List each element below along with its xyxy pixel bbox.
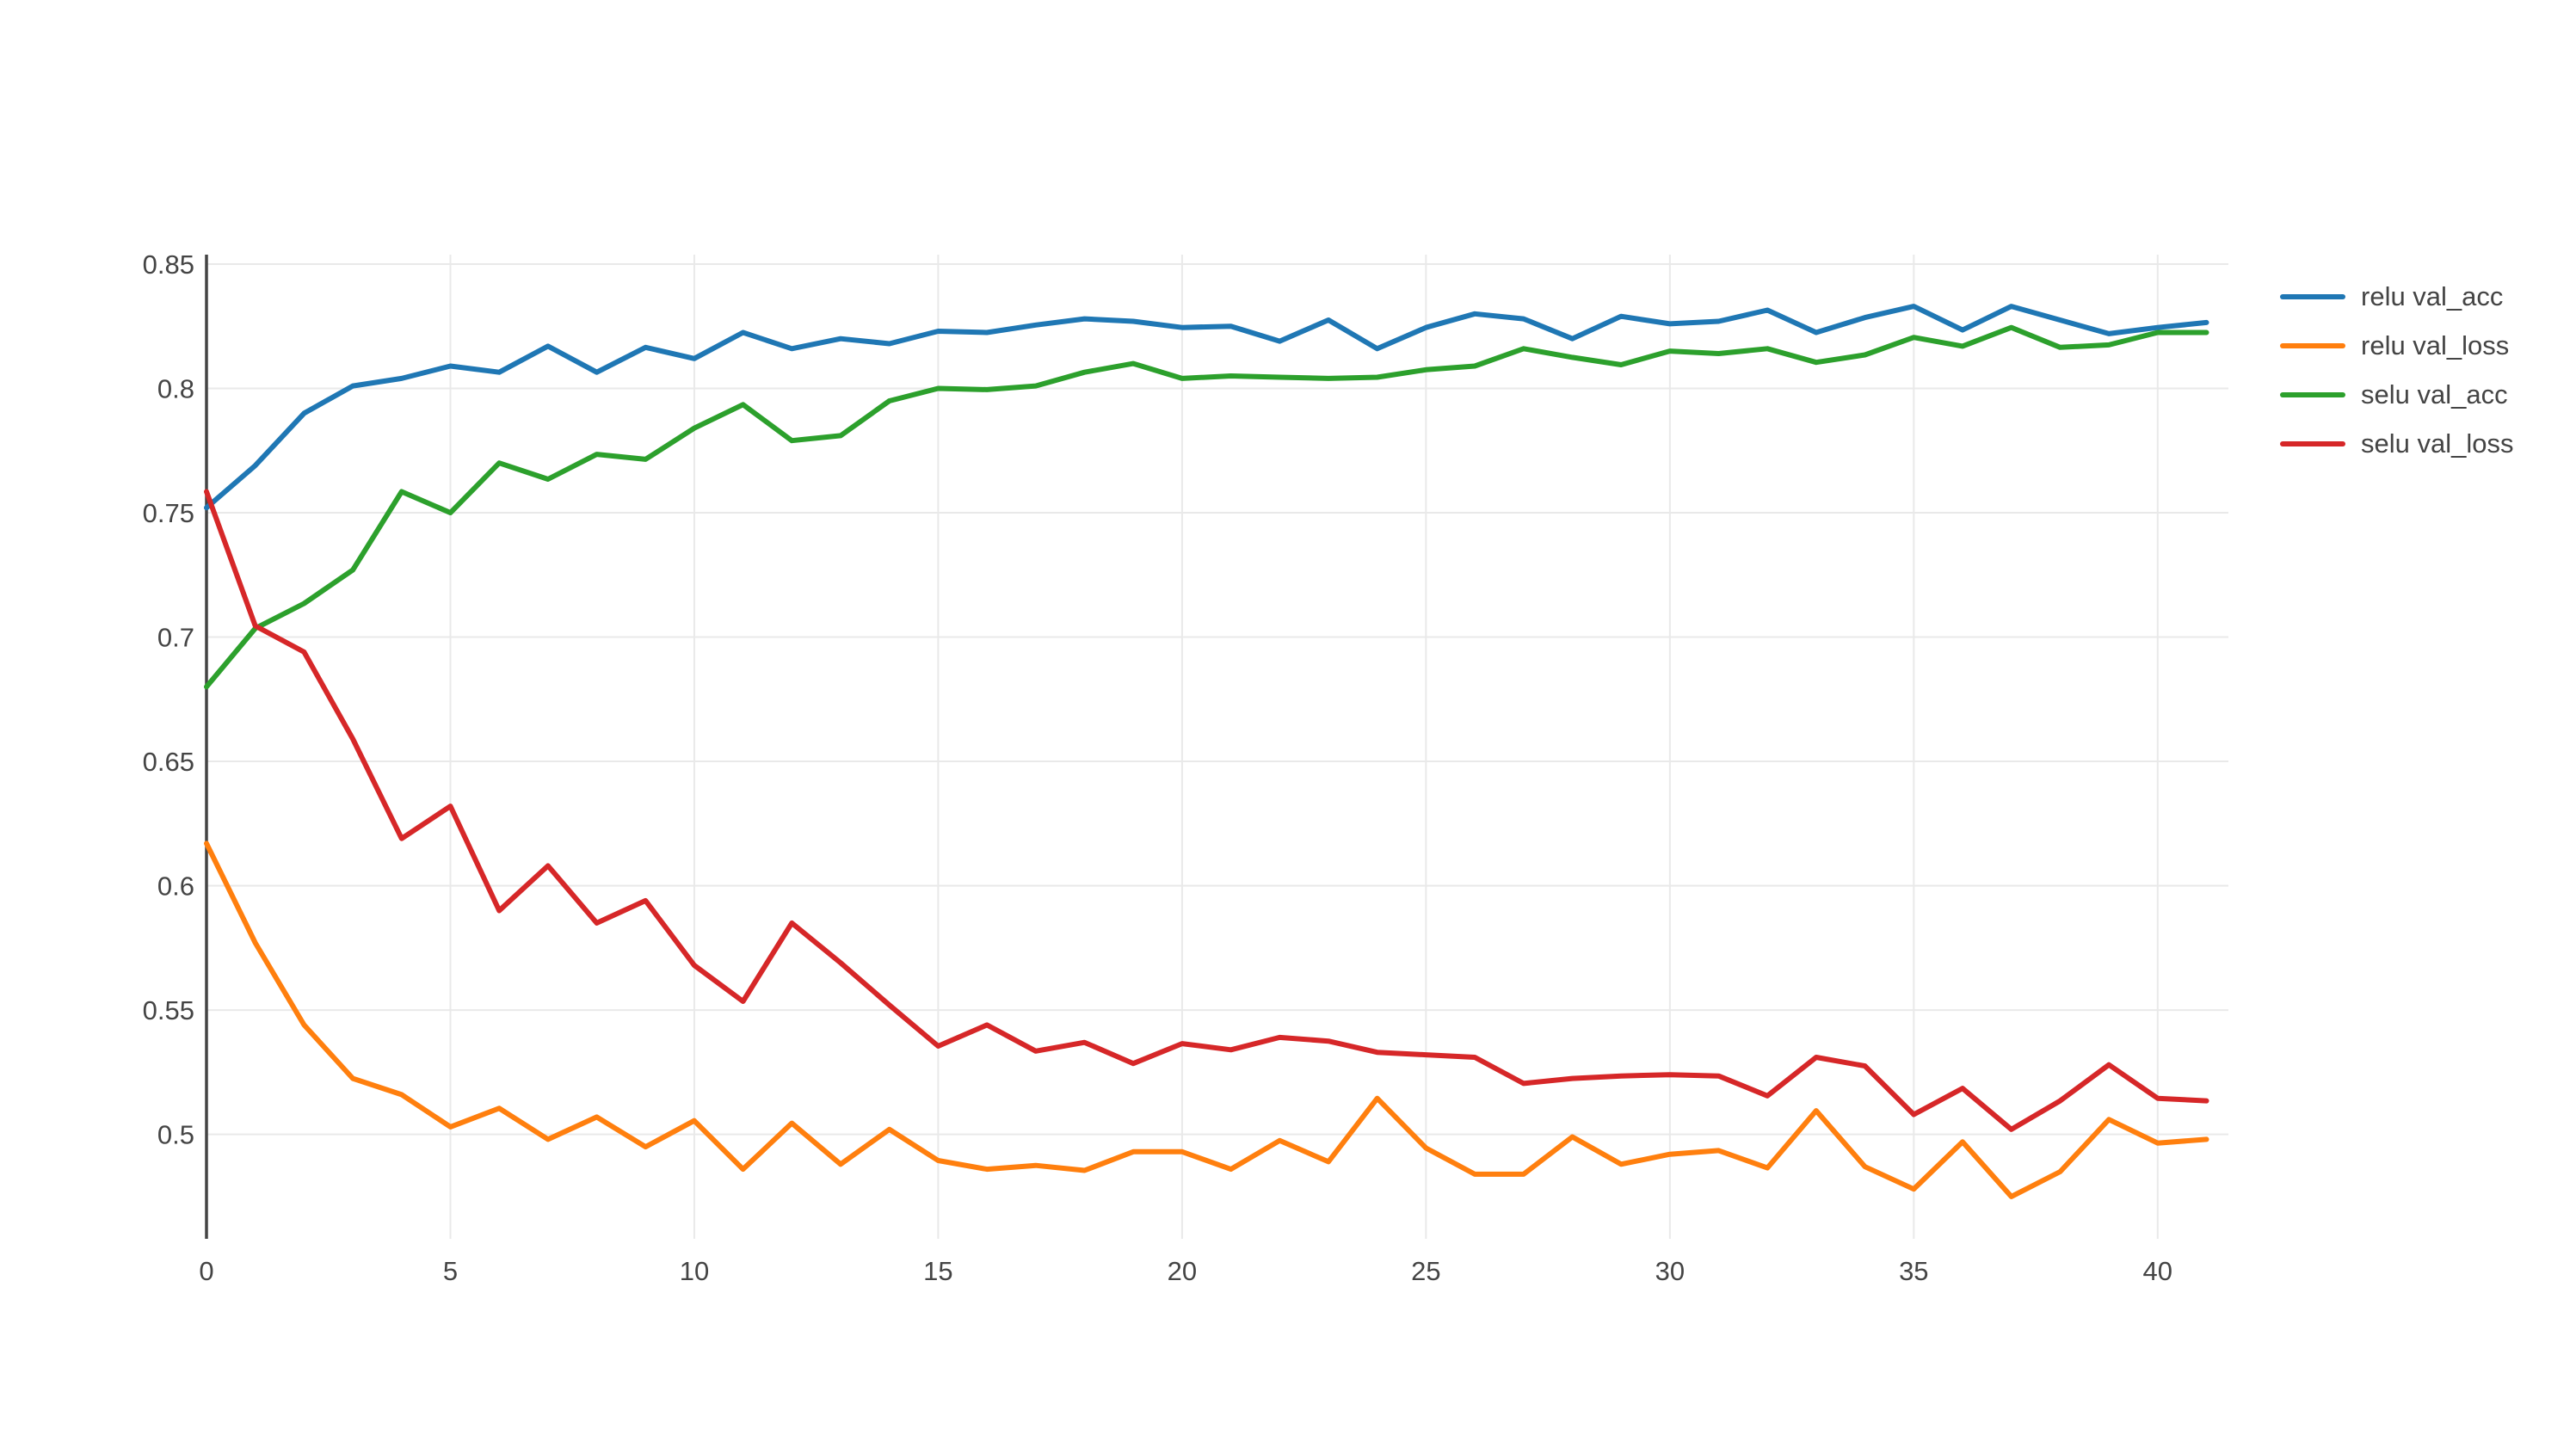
line-selu-val_acc (204, 324, 2209, 690)
y-axis-tick-labels: 0.5 0.55 0.6 0.65 0.7 0.75 0.8 0.85 (143, 249, 194, 1150)
legend-line-swatch (2280, 293, 2345, 299)
legend-item-relu-val_loss[interactable]: relu val_loss (2280, 321, 2513, 370)
x-tick-label: 40 (2143, 1256, 2172, 1286)
x-tick-label: 35 (1899, 1256, 1928, 1286)
legend-label: selu val_loss (2361, 428, 2514, 459)
x-tick-label: 0 (199, 1256, 213, 1286)
line-selu-val_loss (204, 489, 2209, 1132)
x-tick-label: 25 (1411, 1256, 1440, 1286)
legend-item-relu-val_acc[interactable]: relu val_acc (2280, 272, 2513, 321)
x-tick-label: 30 (1655, 1256, 1685, 1286)
legend: relu val_acc relu val_loss selu val_acc … (2280, 272, 2513, 468)
x-tick-label: 10 (680, 1256, 709, 1286)
gridlines (206, 255, 2228, 1239)
y-tick-label: 0.65 (143, 747, 194, 777)
legend-line-swatch (2280, 342, 2345, 348)
legend-line-swatch (2280, 440, 2345, 446)
x-axis-tick-labels: 0 5 10 15 20 25 30 35 40 (199, 1256, 2172, 1286)
x-tick-label: 20 (1168, 1256, 1197, 1286)
line-relu-val_loss (204, 840, 2209, 1199)
legend-label: selu val_acc (2361, 379, 2508, 409)
y-tick-label: 0.5 (157, 1120, 194, 1150)
x-tick-label: 5 (443, 1256, 458, 1286)
legend-item-selu-val_acc[interactable]: selu val_acc (2280, 370, 2513, 419)
y-tick-label: 0.75 (143, 498, 194, 528)
legend-label: relu val_acc (2361, 280, 2504, 311)
y-tick-label: 0.8 (157, 374, 194, 404)
y-tick-label: 0.85 (143, 249, 194, 280)
legend-label: relu val_loss (2361, 329, 2510, 360)
y-tick-label: 0.6 (157, 871, 194, 902)
plot-area[interactable] (204, 304, 2209, 1199)
line-relu-val_acc (204, 304, 2209, 511)
y-tick-label: 0.55 (143, 995, 194, 1025)
legend-item-selu-val_loss[interactable]: selu val_loss (2280, 419, 2513, 468)
legend-line-swatch (2280, 391, 2345, 397)
y-tick-label: 0.7 (157, 623, 194, 653)
x-tick-label: 15 (923, 1256, 952, 1286)
